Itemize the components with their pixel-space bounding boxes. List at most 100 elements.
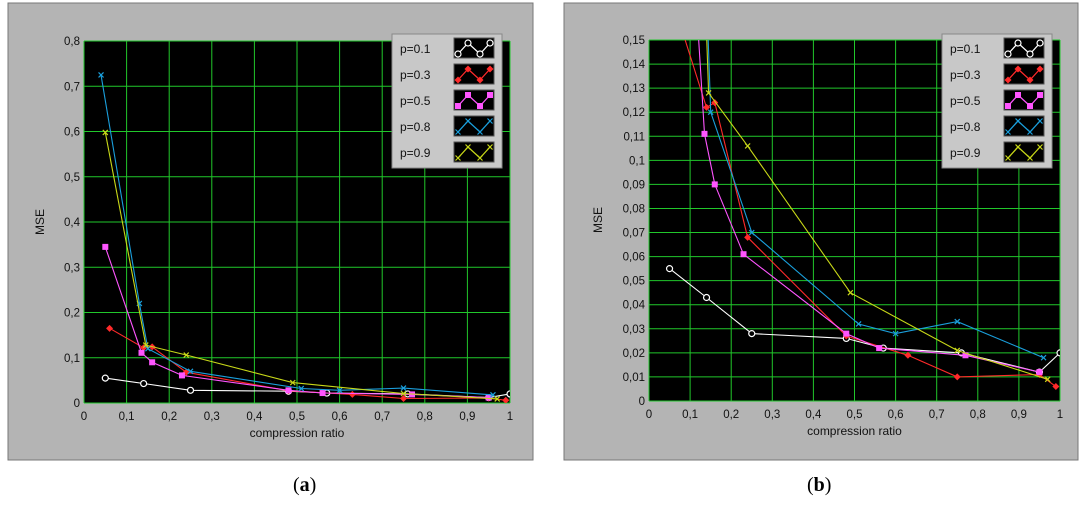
data-point xyxy=(102,129,109,136)
data-point xyxy=(876,345,883,352)
legend-swatch-marker xyxy=(455,129,461,135)
data-point xyxy=(702,293,711,302)
x-tick-label: 1 xyxy=(1057,409,1063,421)
x-tick-label: 1 xyxy=(507,411,513,423)
legend-swatch-line xyxy=(457,42,491,55)
legend-swatch-marker xyxy=(1014,65,1022,73)
data-point xyxy=(843,330,850,337)
legend-label: p=0.3 xyxy=(400,68,431,82)
caption-b-letter: b xyxy=(813,474,825,496)
data-point xyxy=(140,379,148,388)
legend-swatch-marker xyxy=(1026,50,1034,58)
data-point xyxy=(144,345,151,352)
legend-swatch-marker xyxy=(1014,39,1022,47)
data-point xyxy=(855,321,862,327)
legend-label: p=0.9 xyxy=(400,146,431,160)
data-point xyxy=(707,109,714,116)
legend-swatch-marker xyxy=(477,103,483,109)
y-tick-label: 0,08 xyxy=(623,203,645,215)
y-tick-label: 0 xyxy=(74,398,80,410)
legend-swatch-marker xyxy=(1015,92,1021,98)
legend-swatch-marker xyxy=(1027,129,1033,135)
legend-swatch-marker xyxy=(1037,92,1043,98)
legend-swatch-marker xyxy=(1015,144,1021,150)
chart-a: 0 0,1 0,2 0,3 0,4 0,5 0,6 0,7 0,8 0,9 1 0 0,1 0,2 0,3 0… xyxy=(7,2,534,461)
legend-swatch-line xyxy=(1007,146,1041,159)
data-point xyxy=(138,349,145,356)
y-tick-label: 0,2 xyxy=(64,308,80,320)
data-point xyxy=(506,390,510,398)
data-point xyxy=(847,289,854,296)
legend-swatch-marker xyxy=(1026,76,1034,84)
legend-swatch-marker xyxy=(454,50,462,58)
legend-swatch-marker xyxy=(487,144,493,150)
x-tick-label: 0,8 xyxy=(970,409,986,421)
legend: p=0.1 p=0.3 p=0.5 p=0.8 p=0.9 xyxy=(941,33,1053,169)
data-point xyxy=(400,390,407,397)
x-tick-label: 0,1 xyxy=(119,411,135,423)
data-point xyxy=(485,394,492,401)
x-tick-label: 0,5 xyxy=(289,411,305,423)
data-point xyxy=(705,90,712,96)
legend-swatch-marker xyxy=(465,92,471,98)
legend-swatch-marker xyxy=(1004,76,1012,84)
legend-swatch-marker xyxy=(455,155,461,161)
legend-swatch-marker xyxy=(1027,155,1033,161)
data-point xyxy=(285,387,292,394)
x-axis-label: compression ratio xyxy=(807,424,902,438)
legend-label: p=0.5 xyxy=(400,94,431,108)
legend-swatch-marker xyxy=(1005,129,1011,135)
data-point xyxy=(101,374,109,382)
data-point xyxy=(1036,369,1043,376)
grid xyxy=(83,40,511,404)
legend-swatch-marker xyxy=(476,50,484,58)
legend-swatch-marker xyxy=(1037,144,1043,150)
x-tick-label: 0,2 xyxy=(723,409,739,421)
caption-a-open: ( xyxy=(293,474,300,496)
data-point xyxy=(740,251,747,258)
y-tick-label: 0,11 xyxy=(623,131,645,143)
data-point xyxy=(187,368,194,375)
legend-swatch-line xyxy=(1007,120,1041,133)
legend-swatch-marker xyxy=(487,92,493,98)
y-tick-label: 0,04 xyxy=(623,300,646,312)
legend-swatch-marker xyxy=(454,76,462,84)
legend-swatch-marker xyxy=(1005,155,1011,161)
legend: p=0.1 p=0.3 p=0.5 p=0.8 p=0.9 xyxy=(391,33,503,169)
y-tick-label: 0,14 xyxy=(623,59,646,71)
data-point xyxy=(904,351,912,359)
x-tick-label: 0,2 xyxy=(161,411,177,423)
x-tick-label: 0,4 xyxy=(805,409,822,421)
y-tick-label: 0,6 xyxy=(64,127,80,139)
data-point xyxy=(744,233,752,241)
legend-swatch-marker xyxy=(487,118,493,124)
legend-swatch-marker xyxy=(455,103,461,109)
legend-label: p=0.1 xyxy=(950,42,981,56)
legend-swatch-line xyxy=(457,68,491,81)
series-line-p=0.8 xyxy=(707,40,1044,359)
y-tick-label: 0,07 xyxy=(623,228,645,240)
x-tick-label: 0 xyxy=(646,409,652,421)
legend-swatch-line xyxy=(1007,42,1041,55)
legend-label: p=0.1 xyxy=(400,42,431,56)
legend-swatch-marker xyxy=(486,65,494,73)
data-point xyxy=(102,243,109,250)
caption-b-close: ) xyxy=(824,474,832,496)
data-point xyxy=(962,352,969,359)
y-tick-label: 0,8 xyxy=(64,36,80,48)
data-point xyxy=(142,342,149,349)
legend-label: p=0.5 xyxy=(950,94,981,108)
legend-swatch-marker xyxy=(464,65,472,73)
x-tick-label: 0 xyxy=(81,411,87,423)
legend-swatch-line xyxy=(457,94,491,107)
y-tick-label: 0,03 xyxy=(623,324,645,336)
x-tick-label: 0,7 xyxy=(374,411,390,423)
x-tick-label: 0,9 xyxy=(459,411,475,423)
data-point xyxy=(892,330,899,337)
y-tick-label: 0,7 xyxy=(64,81,80,93)
legend-swatch-line xyxy=(457,146,491,159)
y-tick-label: 0,13 xyxy=(623,83,645,95)
series-group xyxy=(665,40,1060,391)
data-point xyxy=(1040,354,1047,361)
data-point xyxy=(186,386,195,394)
